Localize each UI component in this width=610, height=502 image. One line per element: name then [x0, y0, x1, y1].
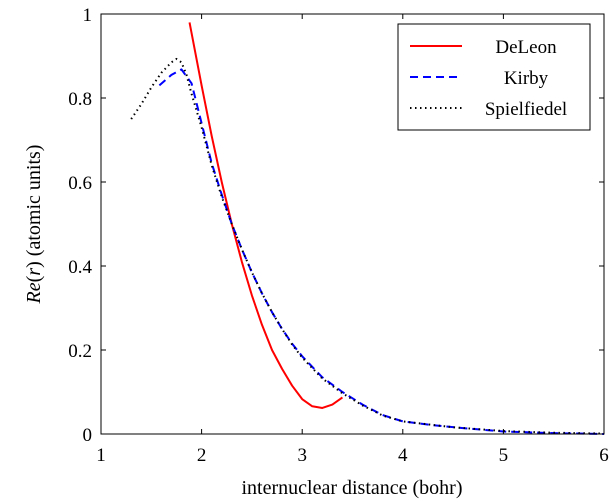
- ticks-layer: 1 2 3 4 5 6 0 0.2 0.4 0.6 0.8 1: [68, 5, 609, 466]
- series-layer: [130, 22, 605, 435]
- y-tick-label: 0.6: [68, 173, 92, 194]
- y-axis-label-var: r: [23, 268, 45, 276]
- y-tick-label: 1: [83, 5, 93, 26]
- legend: DeLeon Kirby Spielfiedel: [397, 23, 591, 131]
- x-tick-label: 1: [96, 445, 106, 466]
- x-axis-label: internuclear distance (bohr): [241, 477, 462, 499]
- plot-frame: [100, 13, 605, 435]
- x-tick-label: 4: [398, 445, 408, 466]
- y-tick-label: 0: [83, 425, 93, 446]
- x-tick-label: 3: [297, 445, 307, 466]
- x-tick-label: 5: [499, 445, 509, 466]
- y-tick-label: 0.2: [68, 341, 92, 362]
- legend-label-deleon: DeLeon: [495, 37, 557, 58]
- y-tick-label: 0.8: [68, 89, 92, 110]
- legend-label-kirby: Kirby: [504, 68, 549, 89]
- x-tick-label: 2: [197, 445, 207, 466]
- y-tick-label: 0.4: [68, 257, 92, 278]
- y-axis-label: Re(r) (atomic units): [23, 145, 45, 305]
- series-line-kirby: [158, 68, 605, 435]
- x-tick-label: 6: [599, 445, 609, 466]
- series-line-deleon: [188, 22, 344, 409]
- legend-label-spielfiedel: Spielfiedel: [485, 99, 567, 120]
